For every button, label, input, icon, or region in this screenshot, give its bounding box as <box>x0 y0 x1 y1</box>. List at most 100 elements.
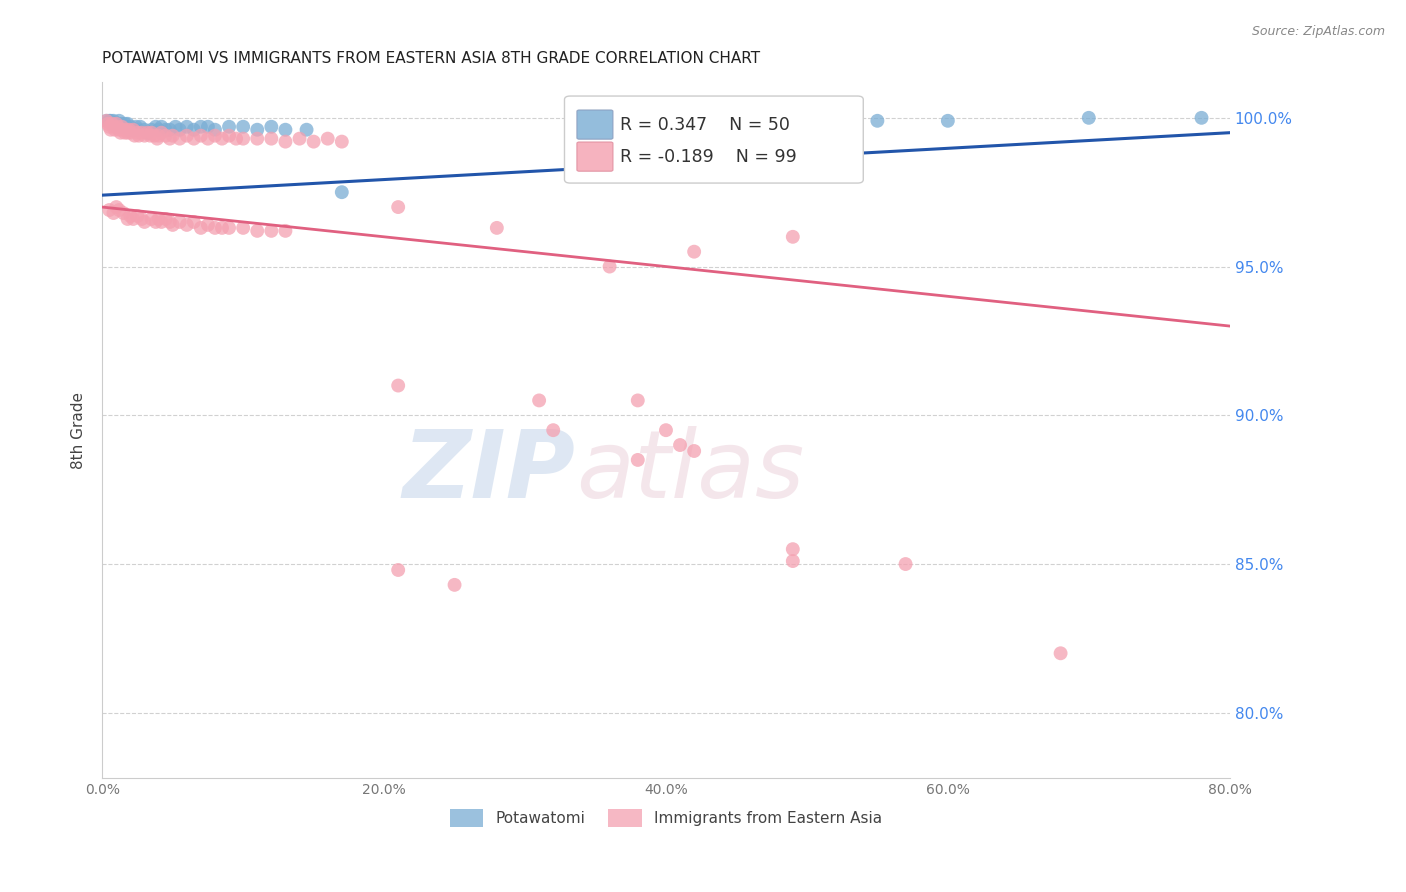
Point <box>162 128 184 143</box>
Point <box>527 393 550 408</box>
Point <box>330 135 353 149</box>
Point <box>866 113 889 128</box>
Point <box>117 126 139 140</box>
Point <box>585 113 607 128</box>
Point <box>159 215 181 229</box>
Point <box>1049 646 1071 660</box>
Point <box>111 120 134 134</box>
Point <box>118 122 141 136</box>
Point <box>330 185 353 199</box>
Point <box>108 122 131 136</box>
Point <box>105 120 128 134</box>
Point <box>134 122 156 136</box>
Point <box>100 113 122 128</box>
Point <box>115 120 138 134</box>
Point <box>936 113 959 128</box>
Point <box>176 128 198 143</box>
Point <box>129 120 152 134</box>
Point <box>190 220 212 235</box>
Point <box>104 122 127 136</box>
Point <box>136 126 159 140</box>
Text: atlas: atlas <box>576 426 804 517</box>
Point <box>148 122 170 136</box>
Point <box>162 218 184 232</box>
Point <box>218 128 240 143</box>
Point <box>169 131 191 145</box>
Point <box>145 215 167 229</box>
Point <box>150 126 173 140</box>
Point <box>141 126 163 140</box>
Point <box>169 215 191 229</box>
Point <box>141 122 163 136</box>
Point <box>148 128 170 143</box>
Point <box>97 117 120 131</box>
Point <box>112 206 135 220</box>
Point <box>211 131 233 145</box>
Point <box>155 122 177 136</box>
Point <box>894 557 917 571</box>
Point <box>627 453 650 467</box>
Point <box>190 128 212 143</box>
Point <box>274 135 297 149</box>
Point <box>145 120 167 134</box>
Point <box>683 444 706 458</box>
Point <box>246 131 269 145</box>
Point <box>190 120 212 134</box>
Point <box>159 122 181 136</box>
Point <box>599 260 621 274</box>
Point <box>485 220 508 235</box>
Point <box>118 122 141 136</box>
Point <box>114 126 136 140</box>
Point <box>246 224 269 238</box>
Point <box>125 120 148 134</box>
Point <box>148 211 170 226</box>
Point <box>159 131 181 145</box>
Point <box>110 120 132 134</box>
Point <box>260 224 283 238</box>
Point <box>232 120 254 134</box>
Point <box>796 113 818 128</box>
Point <box>105 200 128 214</box>
Point <box>169 122 191 136</box>
Point <box>683 244 706 259</box>
Point <box>782 554 804 568</box>
Y-axis label: 8th Grade: 8th Grade <box>72 392 86 468</box>
Point <box>108 202 131 217</box>
Point <box>127 126 149 140</box>
Point <box>443 578 465 592</box>
Point <box>218 120 240 134</box>
Point <box>165 120 187 134</box>
Point <box>155 128 177 143</box>
Point <box>139 128 162 143</box>
Point <box>127 122 149 136</box>
Point <box>655 423 678 437</box>
Point <box>541 423 564 437</box>
Point <box>387 200 409 214</box>
Point <box>197 218 219 232</box>
Point <box>627 393 650 408</box>
Point <box>117 211 139 226</box>
Point <box>105 117 128 131</box>
Point <box>246 122 269 136</box>
Point <box>104 117 127 131</box>
Point <box>131 211 153 226</box>
Point <box>101 117 124 131</box>
Point <box>112 122 135 136</box>
Point <box>260 131 283 145</box>
Point <box>120 120 142 134</box>
Point <box>127 209 149 223</box>
Point <box>204 220 226 235</box>
Point <box>101 117 124 131</box>
Point <box>124 128 146 143</box>
Point <box>183 122 205 136</box>
Point <box>211 220 233 235</box>
Point <box>146 131 169 145</box>
Point <box>110 126 132 140</box>
Point <box>669 438 692 452</box>
Point <box>96 113 118 128</box>
Point <box>103 206 125 220</box>
Point <box>131 126 153 140</box>
Point <box>204 122 226 136</box>
Point <box>103 113 125 128</box>
Point <box>150 215 173 229</box>
